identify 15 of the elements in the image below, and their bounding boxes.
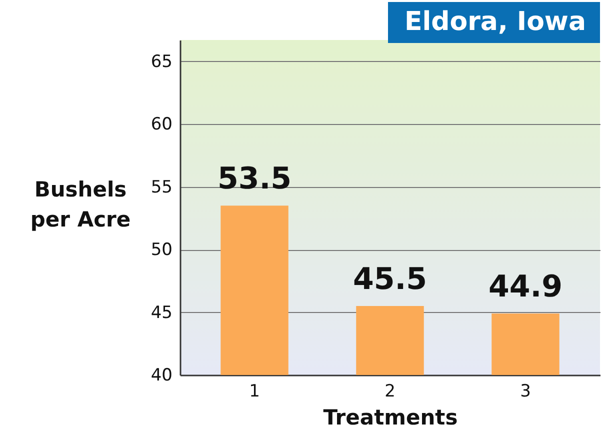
data-label: 44.9 — [488, 270, 562, 305]
chart-title: Eldora, Iowa — [388, 2, 600, 43]
data-label: 53.5 — [218, 162, 292, 197]
y-tick-label: 55 — [150, 177, 172, 198]
y-tick-label: 40 — [150, 366, 172, 386]
y-tick-label: 60 — [150, 114, 172, 135]
y-tick-label: 45 — [150, 302, 172, 323]
y-tick-label: 50 — [150, 240, 172, 260]
y-tick-label: 65 — [150, 52, 172, 72]
y-axis-title: Bushels per Acre — [30, 178, 131, 232]
x-tick-label: 2 — [384, 382, 396, 402]
x-axis-title: Treatments — [323, 406, 458, 430]
x-tick-label: 1 — [249, 382, 260, 402]
x-tick-label: 3 — [520, 382, 531, 402]
data-label: 45.5 — [352, 262, 428, 297]
